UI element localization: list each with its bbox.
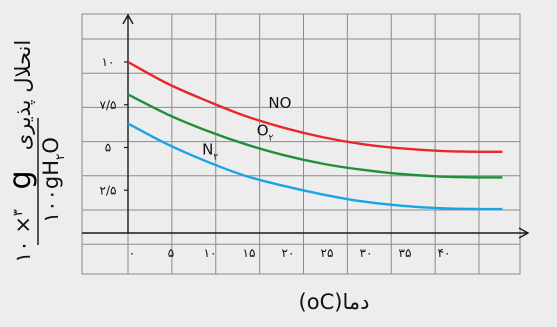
x-tick-label: ۱۵ <box>243 246 256 260</box>
series-line-no <box>127 60 503 154</box>
y-tick-label: ۷/۵ <box>100 98 117 112</box>
y-tick-label: ۲/۵ <box>100 183 117 197</box>
x-tick-label: ۳۵ <box>399 246 412 260</box>
grid-border <box>81 13 521 275</box>
series-label-n: N۲ <box>202 140 218 162</box>
y-axis-label-exponent: ۳ <box>11 209 26 216</box>
x-tick-label: ۲۰ <box>282 246 295 260</box>
y-axis-label-factor-text: ۱۰ × <box>11 216 35 263</box>
y-axis-label-top: انحلال پذیری <box>11 40 35 150</box>
series-line-o <box>127 93 503 179</box>
x-tick-label: ۰ <box>129 246 135 260</box>
denominator-sub: ۲ <box>53 154 67 160</box>
y-tick-label: ۱۰ <box>102 55 115 69</box>
y-axis-label-numerator: g <box>3 170 38 189</box>
y-axis-label-denominator: ۱۰۰gH۲O <box>39 137 67 223</box>
tick-labels: ۰ ۵ ۱۰ ۱۵ ۲۰ ۲۵ ۳۰ ۳۵ ۴۰ ۲/۵ ۵ ۷/۵ ۱۰ <box>100 55 451 260</box>
denominator-main: ۱۰۰gH <box>39 160 63 223</box>
x-axis-label: (oC)دما <box>299 290 370 314</box>
x-axis-arrow <box>518 227 530 239</box>
denominator-end: O <box>39 137 63 154</box>
y-axis-arrow <box>122 13 134 25</box>
series-line-n <box>127 122 503 211</box>
x-tick-label: ۵ <box>168 246 174 260</box>
x-tick-label: ۳۰ <box>360 246 373 260</box>
series-labels: NO O۲ N۲ <box>202 94 291 162</box>
x-tick-label: ۲۵ <box>321 246 334 260</box>
y-axis-label-factor: ۱۰ ×۳ <box>11 209 35 263</box>
grid <box>81 13 521 275</box>
x-tick-label: ۴۰ <box>438 246 451 260</box>
y-axis-label: انحلال پذیری ۱۰ ×۳ g ۱۰۰gH۲O <box>3 40 67 263</box>
x-tick-label: ۱۰ <box>204 246 217 260</box>
series-lines <box>127 60 503 211</box>
y-tick-label: ۵ <box>105 141 111 155</box>
series-label-no: NO <box>268 94 291 112</box>
axes <box>82 13 530 239</box>
series-label-o: O۲ <box>257 122 274 144</box>
